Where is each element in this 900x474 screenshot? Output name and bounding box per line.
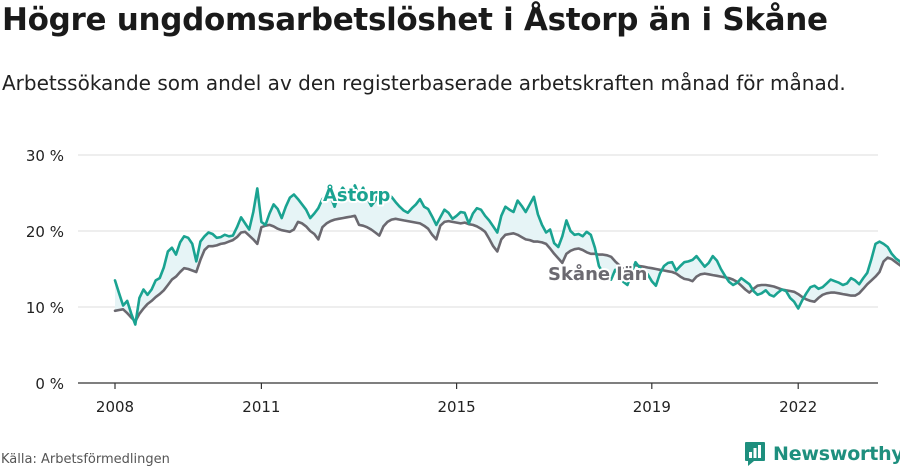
y-tick-label: 20 % <box>26 223 64 241</box>
x-tick-label: 2011 <box>242 398 280 416</box>
y-tick-label: 0 % <box>35 375 64 393</box>
grid <box>78 154 878 308</box>
series-line-astorp <box>113 184 900 326</box>
series-label-skane-halo: Skåne län <box>548 263 648 285</box>
brand-name: Newsworthy <box>773 443 900 465</box>
y-tick-label: 10 % <box>26 299 64 317</box>
chart-title: Högre ungdomsarbetslöshet i Åstorp än i … <box>2 2 828 38</box>
x-tick-label: 2019 <box>633 398 671 416</box>
x-tick-label: 2008 <box>96 398 134 416</box>
gap-fill <box>115 185 900 325</box>
brand-logo[interactable]: Newsworthy <box>744 441 900 467</box>
series-line-skane <box>113 214 900 323</box>
x-tick-label: 2022 <box>779 398 817 416</box>
series-label-skane: Skåne län <box>548 263 648 285</box>
series-lines <box>113 184 900 326</box>
y-tick-label: 30 % <box>26 147 64 165</box>
series-label-astorp: Åstorp <box>323 183 390 206</box>
axes: 0 % 10 % 20 % 30 % 2008 2011 2015 2019 2022 <box>26 147 878 416</box>
source-note: Källa: Arbetsförmedlingen <box>1 452 170 467</box>
series-label-astorp-halo: Åstorp <box>323 183 390 206</box>
newsworthy-logo-icon <box>745 442 765 466</box>
gap-area <box>115 185 900 325</box>
chart-subtitle: Arbetssökande som andel av den registerb… <box>2 71 846 95</box>
x-tick-label: 2015 <box>438 398 476 416</box>
